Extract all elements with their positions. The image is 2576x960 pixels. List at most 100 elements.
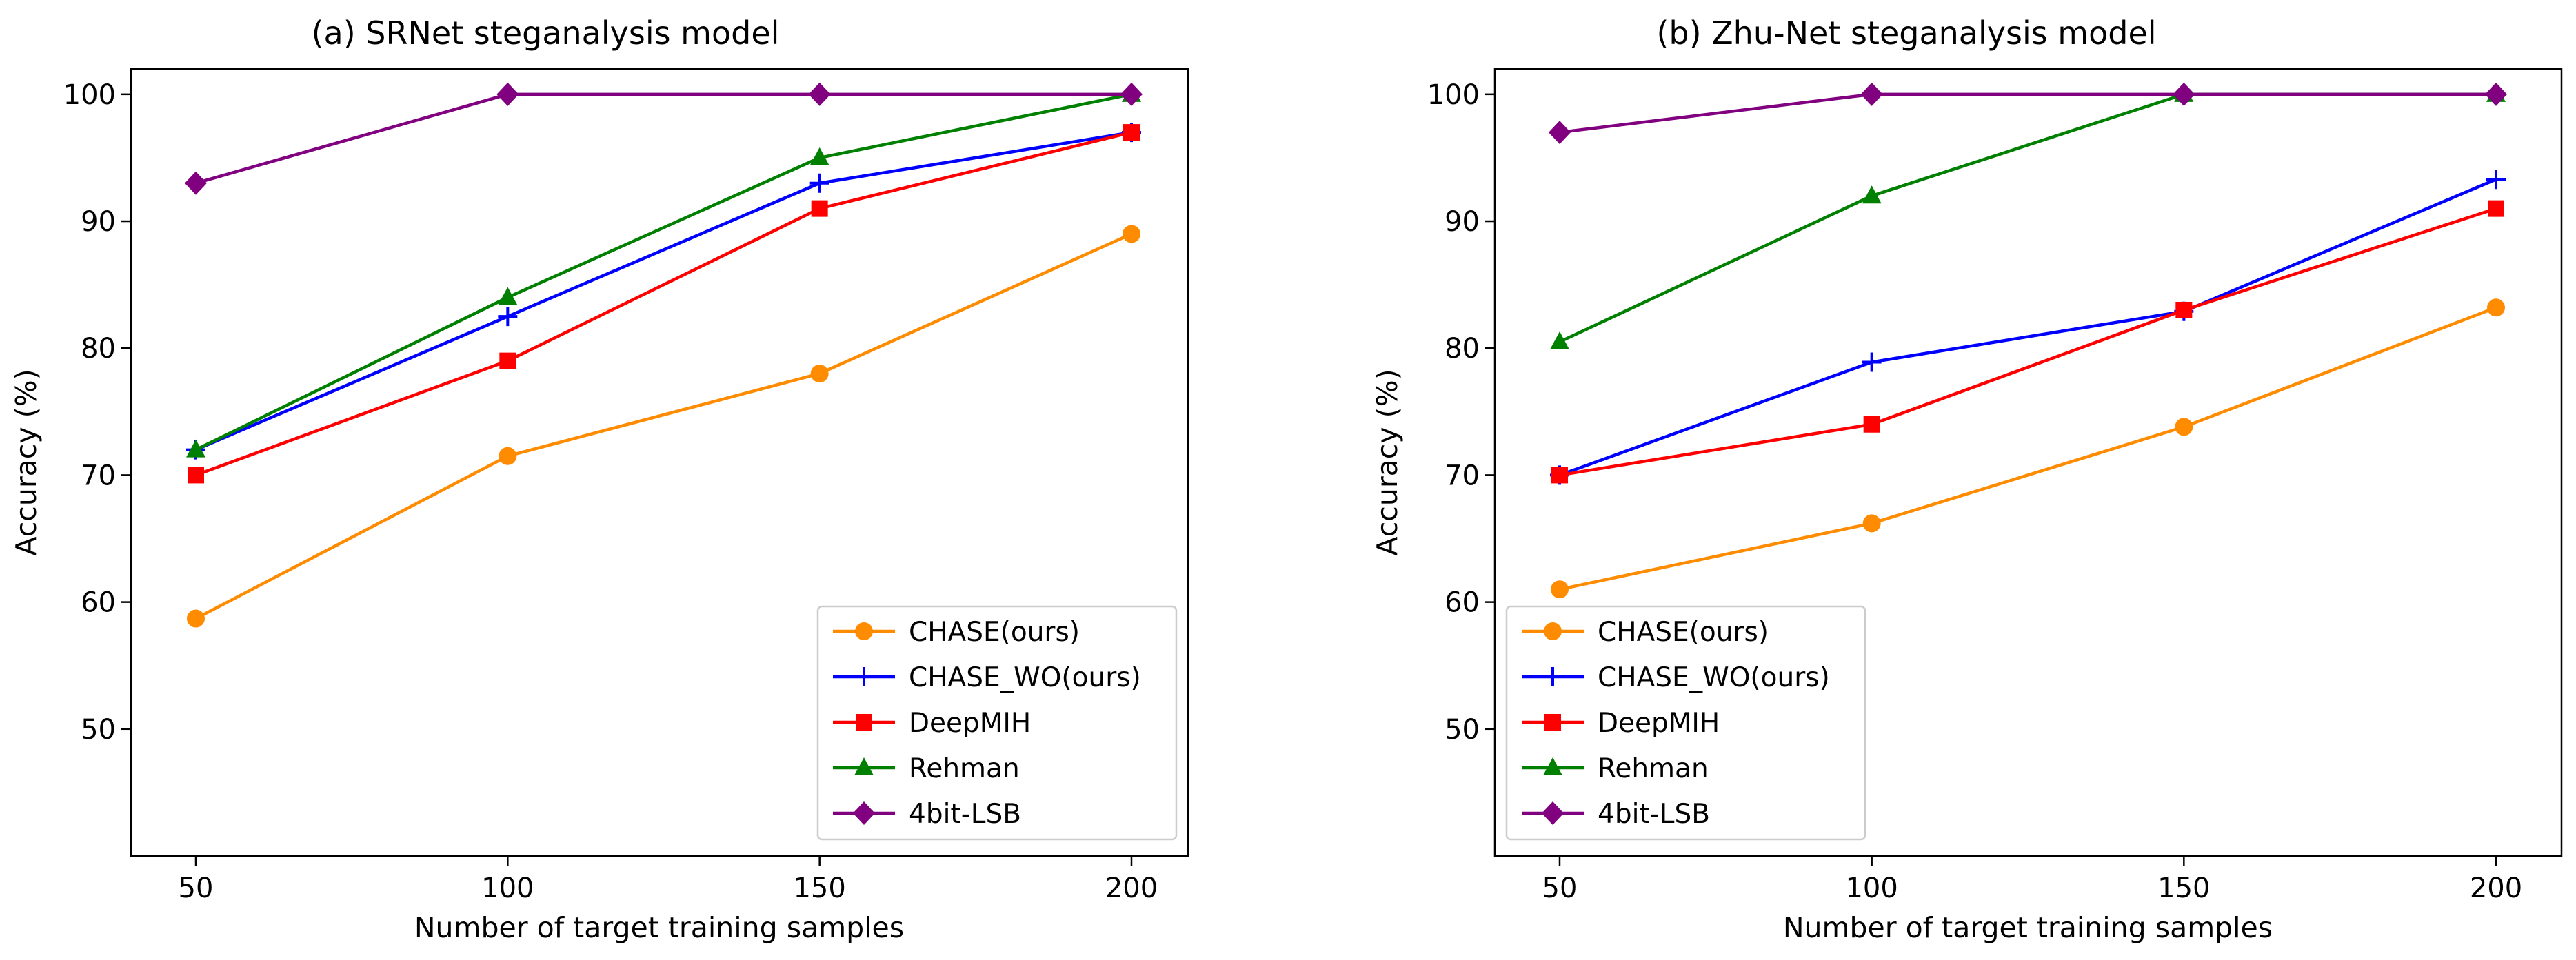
data-point-chase-wo-ours — [809, 173, 829, 193]
data-point-deepmih — [188, 467, 204, 484]
legend: CHASE(ours) CHASE_WO(ours) DeepMIH Rehman 4b… — [816, 605, 1178, 841]
data-point-chase-ours — [499, 447, 517, 465]
data-point-chase-ours — [2175, 418, 2193, 436]
legend-label-4bit-lsb: 4bit-LSB — [909, 799, 1021, 830]
data-point-deepmih — [1863, 416, 1880, 433]
y-tick-label: 60 — [81, 587, 116, 619]
data-point-4bit-lsb — [808, 82, 831, 106]
legend-marker-rehman — [854, 757, 874, 775]
legend-label-chase-wo-ours: CHASE_WO(ours) — [1598, 662, 1830, 693]
data-point-deepmih — [2175, 301, 2193, 318]
x-tick-label: 100 — [481, 872, 534, 904]
y-tick-label: 50 — [1445, 714, 1480, 746]
data-point-4bit-lsb — [1860, 82, 1883, 106]
data-point-chase-ours — [810, 365, 829, 383]
data-point-chase-ours — [2487, 298, 2505, 317]
x-axis-label: Number of target training samples — [1783, 911, 2273, 944]
y-tick-label: 90 — [81, 206, 116, 238]
legend-marker-4bit-lsb — [853, 801, 875, 825]
legend-marker-chase-wo-ours — [854, 667, 874, 686]
chart-title: (a) SRNet steganalysis model — [312, 14, 780, 52]
legend-box — [1505, 605, 1866, 841]
x-tick-label: 200 — [1105, 872, 1158, 904]
y-tick-label: 60 — [1445, 587, 1480, 619]
data-point-chase-ours — [1123, 225, 1140, 243]
data-point-4bit-lsb — [496, 82, 519, 106]
chart-panel-b: (b) Zhu-Net steganalysis model 50 60 70 80 9… — [1371, 14, 2563, 944]
series-line-chase-ours — [1559, 306, 2497, 591]
data-point-4bit-lsb — [1120, 82, 1143, 106]
series-line-rehman — [195, 92, 1132, 451]
data-point-4bit-lsb — [2173, 82, 2195, 106]
y-tick-label: 100 — [63, 79, 116, 111]
legend-marker-chase-ours — [1544, 622, 1562, 640]
legend-marker-chase-wo-ours — [1543, 667, 1562, 686]
legend-label-rehman: Rehman — [909, 753, 1020, 784]
y-axis-label: Accuracy (%) — [10, 369, 43, 555]
data-point-rehman — [1862, 185, 1882, 204]
data-point-deepmih — [2488, 200, 2504, 217]
data-point-deepmih — [1123, 124, 1140, 141]
series-line-deepmih — [1559, 207, 2497, 477]
series-line-chase-wo-ours — [195, 130, 1132, 451]
legend: CHASE(ours) CHASE_WO(ours) DeepMIH Rehman 4b… — [1505, 605, 1866, 841]
series-line-4bit-lsb — [195, 92, 1131, 185]
axes-frame — [130, 68, 1189, 857]
x-tick-label: 100 — [1845, 872, 1898, 904]
data-point-4bit-lsb — [185, 171, 207, 195]
data-point-rehman — [1550, 331, 1569, 350]
x-tick-label: 150 — [2157, 872, 2210, 904]
y-tick-label: 90 — [1445, 206, 1480, 238]
legend-marker-chase-ours — [855, 622, 873, 640]
y-axis-label: Accuracy (%) — [1371, 369, 1404, 555]
y-tick-label: 80 — [1445, 333, 1480, 365]
chart-title: (b) Zhu-Net steganalysis model — [1656, 14, 2156, 52]
legend-label-deepmih: DeepMIH — [1598, 708, 1720, 739]
data-point-4bit-lsb — [1549, 121, 1571, 145]
data-point-rehman — [809, 147, 829, 165]
data-point-rehman — [498, 287, 518, 305]
legend-marker-deepmih — [1544, 714, 1561, 731]
x-tick-label: 50 — [1542, 872, 1578, 904]
series-line-chase-wo-ours — [1559, 178, 2497, 477]
data-point-chase-wo-ours — [2486, 170, 2506, 190]
data-point-chase-ours — [1862, 514, 1881, 533]
legend-box — [816, 605, 1178, 841]
x-tick-label: 50 — [179, 872, 214, 904]
series-line-rehman — [1559, 92, 2496, 344]
y-tick-label: 70 — [1445, 460, 1480, 491]
data-point-chase-wo-ours — [498, 307, 518, 327]
y-tick-label: 70 — [81, 460, 116, 491]
series-line-4bit-lsb — [1559, 92, 2496, 134]
legend-label-rehman: Rehman — [1598, 753, 1709, 784]
y-tick-label: 50 — [81, 714, 116, 746]
data-point-deepmih — [1551, 467, 1568, 484]
legend-marker-rehman — [1543, 757, 1562, 775]
series-line-deepmih — [195, 130, 1132, 477]
y-tick-label: 80 — [81, 333, 116, 365]
data-point-4bit-lsb — [2485, 82, 2507, 106]
legend-label-deepmih: DeepMIH — [909, 708, 1031, 739]
axes-frame — [1493, 68, 2563, 857]
data-point-chase-ours — [187, 609, 205, 628]
x-axis-label: Number of target training samples — [414, 911, 904, 944]
legend-label-4bit-lsb: 4bit-LSB — [1598, 799, 1710, 830]
plot-area: 50 60 70 80 90 100 50 100 150 200 — [63, 79, 1158, 904]
data-point-chase-wo-ours — [1862, 352, 1882, 372]
data-point-deepmih — [499, 352, 516, 369]
y-tick-label: 100 — [1427, 79, 1480, 111]
legend-label-chase-ours: CHASE(ours) — [909, 617, 1080, 648]
legend-label-chase-ours: CHASE(ours) — [1598, 617, 1769, 648]
plot-area: 50 60 70 80 90 100 50 100 150 200 — [1427, 79, 2523, 904]
data-point-chase-ours — [1551, 580, 1569, 599]
legend-label-chase-wo-ours: CHASE_WO(ours) — [909, 662, 1141, 693]
x-tick-label: 200 — [2470, 872, 2522, 904]
series-line-chase-ours — [194, 232, 1132, 620]
x-tick-label: 150 — [793, 872, 845, 904]
data-point-rehman — [186, 439, 205, 458]
data-point-deepmih — [811, 200, 828, 217]
legend-marker-4bit-lsb — [1542, 801, 1564, 825]
legend-marker-deepmih — [856, 714, 872, 731]
chart-panel-a: (a) SRNet steganalysis model 50 60 70 80 90 1… — [10, 14, 1189, 944]
